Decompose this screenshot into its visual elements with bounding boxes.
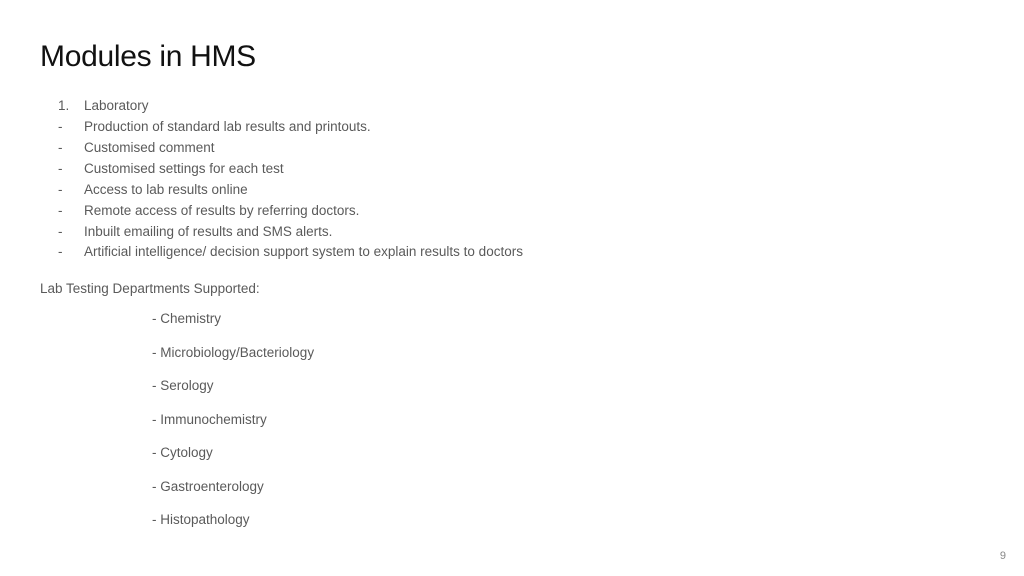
department-item: - Cytology bbox=[152, 446, 984, 460]
feature-text: Artificial intelligence/ decision suppor… bbox=[84, 242, 523, 263]
feature-text: Access to lab results online bbox=[84, 180, 248, 201]
feature-item: - Customised comment bbox=[58, 138, 984, 159]
department-item: - Chemistry bbox=[152, 312, 984, 326]
department-item: - Gastroenterology bbox=[152, 480, 984, 494]
feature-text: Customised settings for each test bbox=[84, 159, 284, 180]
bullet-dash: - bbox=[58, 180, 84, 201]
feature-item: - Customised settings for each test bbox=[58, 159, 984, 180]
module-heading: 1. Laboratory bbox=[58, 96, 984, 117]
module-number: 1. bbox=[58, 96, 84, 117]
feature-text: Remote access of results by referring do… bbox=[84, 201, 359, 222]
bullet-dash: - bbox=[58, 138, 84, 159]
feature-item: - Access to lab results online bbox=[58, 180, 984, 201]
slide: Modules in HMS 1. Laboratory - Productio… bbox=[0, 0, 1024, 576]
feature-text: Customised comment bbox=[84, 138, 215, 159]
departments-heading: Lab Testing Departments Supported: bbox=[40, 281, 984, 296]
feature-text: Production of standard lab results and p… bbox=[84, 117, 371, 138]
department-item: - Immunochemistry bbox=[152, 413, 984, 427]
feature-item: - Inbuilt emailing of results and SMS al… bbox=[58, 222, 984, 243]
bullet-dash: - bbox=[58, 159, 84, 180]
feature-text: Inbuilt emailing of results and SMS aler… bbox=[84, 222, 332, 243]
page-number: 9 bbox=[1000, 550, 1006, 562]
department-item: - Histopathology bbox=[152, 513, 984, 527]
department-item: - Serology bbox=[152, 379, 984, 393]
feature-item: - Production of standard lab results and… bbox=[58, 117, 984, 138]
slide-title: Modules in HMS bbox=[40, 40, 984, 74]
bullet-dash: - bbox=[58, 117, 84, 138]
module-name: Laboratory bbox=[84, 96, 149, 117]
bullet-dash: - bbox=[58, 242, 84, 263]
bullet-dash: - bbox=[58, 222, 84, 243]
department-item: - Microbiology/Bacteriology bbox=[152, 346, 984, 360]
feature-list: 1. Laboratory - Production of standard l… bbox=[58, 96, 984, 263]
feature-item: - Artificial intelligence/ decision supp… bbox=[58, 242, 984, 263]
bullet-dash: - bbox=[58, 201, 84, 222]
departments-list: - Chemistry - Microbiology/Bacteriology … bbox=[152, 312, 984, 527]
feature-item: - Remote access of results by referring … bbox=[58, 201, 984, 222]
